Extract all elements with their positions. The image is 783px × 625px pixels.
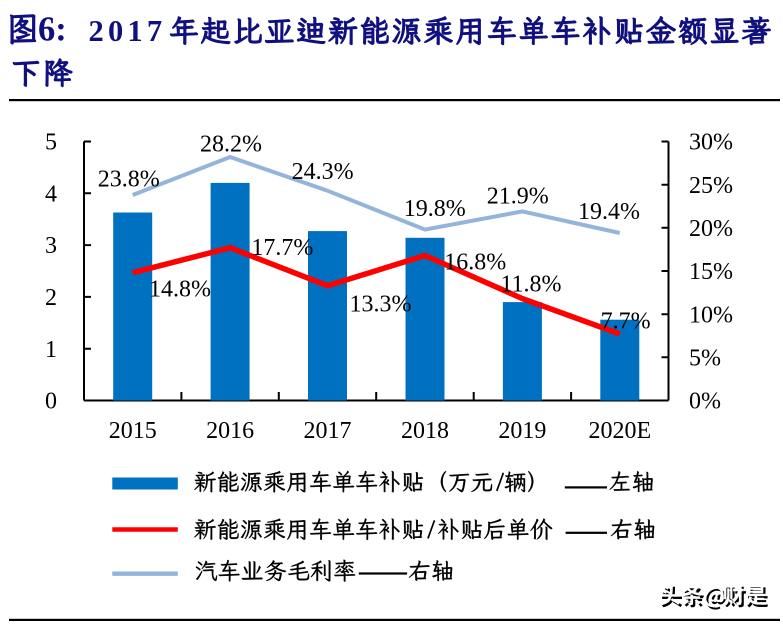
svg-text:25%: 25%	[689, 173, 733, 199]
svg-text:2019: 2019	[498, 418, 546, 444]
svg-text:15%: 15%	[689, 259, 733, 285]
svg-text:17.7%: 17.7%	[251, 235, 313, 261]
svg-text:19.4%: 19.4%	[578, 199, 640, 225]
svg-text:2017: 2017	[89, 14, 167, 48]
svg-text:7.7%: 7.7%	[601, 309, 651, 335]
svg-text:2016: 2016	[206, 418, 254, 444]
svg-text:24.3%: 24.3%	[292, 159, 354, 185]
svg-text:2018: 2018	[401, 418, 449, 444]
svg-text:3: 3	[45, 233, 57, 259]
svg-text:20%: 20%	[689, 216, 733, 242]
svg-text:0: 0	[45, 389, 57, 415]
svg-text:6:: 6:	[38, 11, 67, 49]
svg-text:2020E: 2020E	[588, 418, 651, 444]
svg-text:2017: 2017	[304, 418, 352, 444]
svg-text:10%: 10%	[689, 302, 733, 328]
svg-text:28.2%: 28.2%	[200, 132, 262, 158]
svg-text:2015: 2015	[109, 418, 157, 444]
svg-text:11.8%: 11.8%	[500, 272, 561, 298]
svg-text:4: 4	[45, 181, 57, 207]
svg-text:16.8%: 16.8%	[444, 250, 506, 276]
svg-text:19.8%: 19.8%	[404, 196, 466, 222]
svg-text:14.8%: 14.8%	[149, 276, 211, 302]
svg-text:21.9%: 21.9%	[487, 184, 549, 210]
svg-text:1: 1	[45, 337, 57, 363]
svg-text:13.3%: 13.3%	[350, 292, 412, 318]
svg-text:30%: 30%	[689, 130, 733, 156]
svg-text:0%: 0%	[689, 389, 721, 415]
svg-text:2: 2	[45, 285, 57, 311]
svg-text:23.8%: 23.8%	[98, 167, 160, 193]
svg-text:5%: 5%	[689, 345, 721, 371]
svg-text:5: 5	[45, 130, 57, 156]
